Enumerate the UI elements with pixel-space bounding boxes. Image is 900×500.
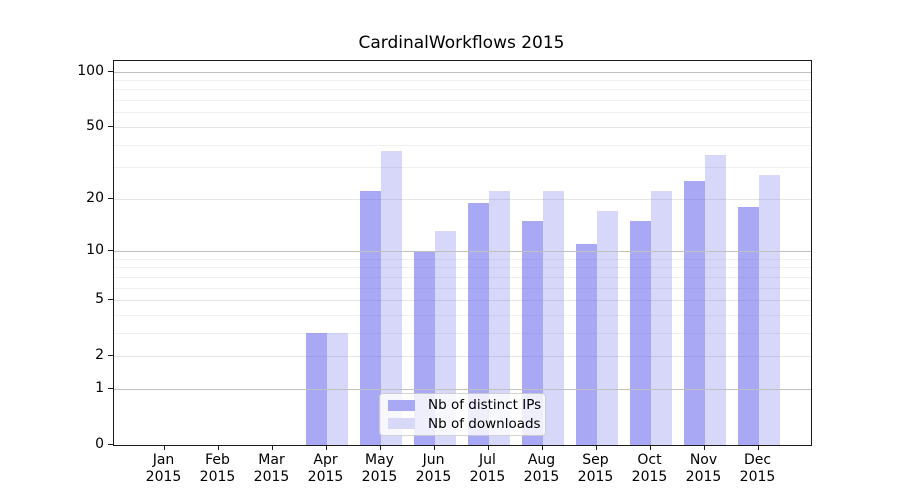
- bar-downloads-aug: [542, 191, 564, 445]
- legend: Nb of distinct IPs Nb of downloads: [379, 393, 546, 436]
- x-tick-nov: [703, 446, 705, 450]
- x-tick-label-apr: Apr 2015: [307, 452, 344, 485]
- legend-swatch-downloads: [388, 418, 415, 430]
- minor-gridline: [114, 80, 811, 82]
- x-tick-label-aug: Aug 2015: [523, 452, 560, 485]
- y-tick-label-50: 50: [86, 117, 104, 134]
- bar-distinct-ips-oct: [629, 220, 651, 445]
- minor-gridline: [114, 287, 811, 289]
- x-tick-label-feb: Feb 2015: [199, 452, 236, 485]
- x-tick-may: [379, 446, 381, 450]
- y-tick-label-100: 100: [77, 62, 104, 79]
- x-tick-feb: [217, 446, 219, 450]
- bar-downloads-may: [380, 150, 402, 445]
- bar-distinct-ips-dec: [737, 206, 759, 445]
- minor-gridline: [114, 89, 811, 91]
- y-tick-label-0: 0: [95, 436, 104, 452]
- chart-title: CardinalWorkflows 2015: [358, 33, 565, 53]
- y-tick-label-20: 20: [86, 189, 104, 206]
- legend-label-distinct-ips: Nb of distinct IPs: [428, 397, 542, 414]
- minor-gridline: [114, 167, 811, 169]
- x-tick-label-mar: Mar 2015: [253, 452, 290, 485]
- x-tick-jun: [433, 446, 435, 450]
- minor-gridline: [114, 276, 811, 278]
- bar-downloads-jun: [434, 231, 456, 445]
- y-tick-5: [108, 299, 113, 301]
- x-tick-label-oct: Oct 2015: [631, 452, 668, 485]
- x-tick-label-jun: Jun 2015: [415, 452, 452, 485]
- x-tick-label-jan: Jan 2015: [145, 452, 182, 485]
- y-tick-2: [108, 355, 113, 357]
- y-tick-label-2: 2: [95, 347, 104, 364]
- bar-distinct-ips-nov: [683, 181, 705, 445]
- legend-item-downloads: Nb of downloads: [388, 415, 541, 434]
- plot-area: [113, 60, 812, 446]
- minor-gridline: [114, 100, 811, 102]
- bar-distinct-ips-sep: [575, 243, 597, 445]
- x-tick-jan: [163, 446, 165, 450]
- minor-gridline: [114, 112, 811, 114]
- mid-gridline: [114, 356, 811, 358]
- x-tick-label-nov: Nov 2015: [685, 452, 722, 485]
- legend-label-downloads: Nb of downloads: [428, 415, 541, 432]
- x-tick-label-sep: Sep 2015: [577, 452, 614, 485]
- mid-gridline: [114, 126, 811, 128]
- bar-distinct-ips-jul: [467, 202, 489, 445]
- x-tick-mar: [271, 446, 273, 450]
- y-tick-100: [108, 70, 113, 72]
- minor-gridline: [114, 314, 811, 316]
- x-tick-label-dec: Dec 2015: [739, 452, 776, 485]
- decade-gridline: [114, 388, 811, 390]
- y-tick-50: [108, 125, 113, 127]
- x-tick-oct: [649, 446, 651, 450]
- y-tick-label-10: 10: [86, 241, 104, 258]
- legend-item-distinct-ips: Nb of distinct IPs: [388, 396, 541, 415]
- x-tick-label-may: May 2015: [361, 452, 398, 485]
- x-tick-aug: [541, 446, 543, 450]
- x-tick-dec: [757, 446, 759, 450]
- x-tick-sep: [595, 446, 597, 450]
- bar-downloads-dec: [758, 175, 780, 445]
- y-tick-0: [108, 444, 113, 445]
- bar-downloads-nov: [704, 155, 726, 445]
- x-tick-jul: [487, 446, 489, 450]
- decade-gridline: [114, 71, 811, 73]
- bar-downloads-sep: [596, 211, 618, 445]
- decade-gridline: [114, 250, 811, 252]
- minor-gridline: [114, 258, 811, 260]
- minor-gridline: [114, 144, 811, 146]
- minor-gridline: [114, 267, 811, 269]
- mid-gridline: [114, 198, 811, 200]
- y-tick-1: [108, 387, 113, 389]
- y-tick-20: [108, 197, 113, 199]
- bar-distinct-ips-may: [359, 191, 381, 445]
- y-tick-10: [108, 249, 113, 251]
- x-tick-label-jul: Jul 2015: [469, 452, 506, 485]
- minor-gridline: [114, 332, 811, 334]
- mid-gridline: [114, 300, 811, 302]
- bar-downloads-oct: [650, 191, 672, 445]
- x-tick-apr: [325, 446, 327, 450]
- legend-swatch-distinct-ips: [388, 399, 415, 411]
- bar-downloads-jul: [488, 191, 510, 445]
- y-tick-label-5: 5: [95, 291, 104, 308]
- y-tick-label-1: 1: [95, 379, 104, 396]
